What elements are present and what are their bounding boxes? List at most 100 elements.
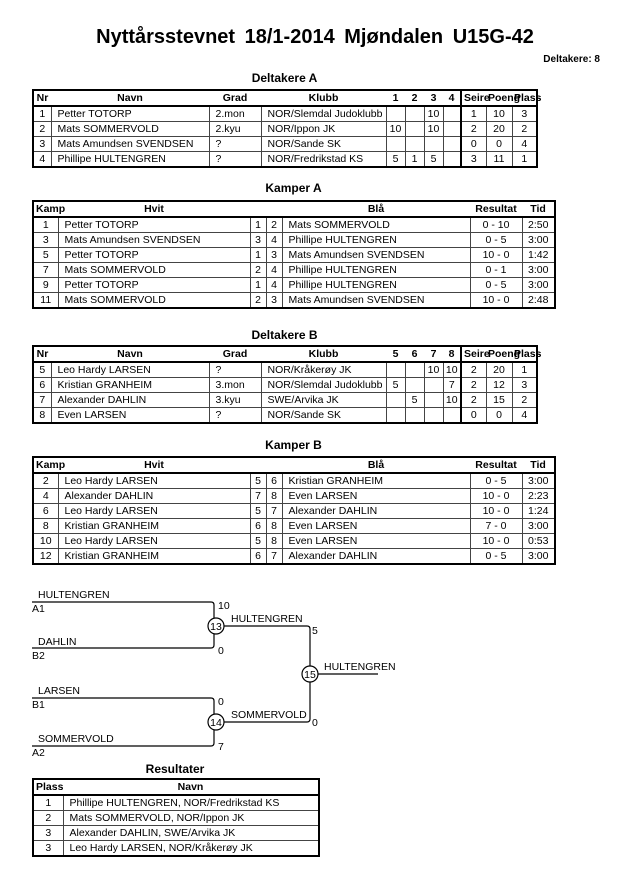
column-header: Navn <box>63 779 319 796</box>
table-row: 7 Alexander DAHLIN 3.kyu SWE/Arvika JK 5 10 2 1… <box>32 392 538 408</box>
table-cell: 2:48 <box>521 292 556 309</box>
column-header: Poeng <box>486 346 521 363</box>
score-b1: 0 <box>218 696 224 708</box>
table-cell: 2 <box>511 392 538 408</box>
table-cell: 5 <box>249 533 267 549</box>
column-header: Kamp <box>33 201 65 218</box>
table-cell: Petter TOTORP <box>57 277 251 293</box>
table-cell: Phillipe HULTENGREN, NOR/Fredrikstad KS <box>62 794 320 811</box>
column-header: Plass <box>512 346 542 363</box>
column-header: Klubb <box>261 346 386 363</box>
table-cell: 1 <box>511 361 538 378</box>
table-cell: 3 <box>32 840 64 857</box>
column-header: Blå <box>282 201 470 218</box>
table-cell: NOR/Fredrikstad KS <box>260 151 387 168</box>
table-cell: Even LARSEN <box>281 533 471 549</box>
column-header: Grad <box>209 346 261 363</box>
score-a1: 10 <box>218 600 230 612</box>
table-cell: 3:00 <box>521 277 556 293</box>
deltakere-a-heading: Deltakere A <box>251 71 318 85</box>
table-cell: NOR/Slemdal Judoklubb <box>260 377 387 393</box>
table-cell: 1:42 <box>521 247 556 263</box>
column-header: Navn <box>51 90 209 107</box>
table-cell: 3.kyu <box>208 392 262 408</box>
table-cell: 1 <box>511 151 538 168</box>
column-header: Navn <box>51 346 209 363</box>
column-header: 5 <box>386 346 405 363</box>
table-cell: 3:00 <box>521 472 556 489</box>
column-header: Seire <box>460 346 490 363</box>
table-cell: 4 <box>511 407 538 424</box>
column-header: 2 <box>405 90 424 107</box>
column-header: 4 <box>443 90 461 107</box>
table-row: 7 Mats SOMMERVOLD 2 4 Phillipe HULTENGREN 0 -… <box>32 262 556 278</box>
header-row: Plass Navn <box>33 779 319 796</box>
column-header <box>266 201 282 218</box>
column-header: Tid <box>522 201 555 218</box>
table-cell: ? <box>208 407 262 424</box>
table-cell: Mats SOMMERVOLD <box>57 292 251 309</box>
column-header: Plass <box>33 779 63 796</box>
table-cell: Phillipe HULTENGREN <box>50 151 210 168</box>
table-cell: NOR/Sande SK <box>260 136 387 152</box>
score-13: 5 <box>312 625 318 637</box>
table-cell: Phillipe HULTENGREN <box>281 277 471 293</box>
table-cell: Mats SOMMERVOLD <box>281 216 471 233</box>
header-row: Nr Navn Grad Klubb 1 2 3 4 Seire Poeng Plass <box>33 90 542 107</box>
column-header: Resultat <box>470 457 522 474</box>
table-cell: NOR/Slemdal Judoklubb <box>260 105 387 122</box>
column-header: Klubb <box>261 90 386 107</box>
kamper-b-heading: Kamper B <box>265 438 322 452</box>
column-header: 7 <box>424 346 443 363</box>
kamper-b-table: Kamp Hvit Blå Resultat Tid 2 Leo Hardy LARSEN 5… <box>32 456 556 565</box>
match-13-label: 13 <box>210 621 222 633</box>
table-row: 4 Alexander DAHLIN 7 8 Even LARSEN 10 - 0 2:23 <box>32 488 556 504</box>
column-header: Plass <box>512 90 542 107</box>
score-b2: 0 <box>218 645 224 657</box>
column-header: Blå <box>282 457 470 474</box>
match-14-label: 14 <box>210 717 222 729</box>
bracket-b2-seed: B2 <box>32 650 45 662</box>
table-row: 9 Petter TOTORP 1 4 Phillipe HULTENGREN 0 - 5… <box>32 277 556 293</box>
table-row: 8 Even LARSEN? NOR/Sande SK 0 0 4 <box>32 407 538 424</box>
table-cell: Mats SOMMERVOLD <box>57 262 251 278</box>
table-cell: Kristian GRANHEIM <box>50 377 210 393</box>
deltakere-a-table: Nr Navn Grad Klubb 1 2 3 4 Seire Poeng Plass 1 Pette… <box>32 89 542 168</box>
column-header: Kamp <box>33 457 65 474</box>
table-cell: 0 - 5 <box>469 472 523 489</box>
column-header <box>250 201 266 218</box>
column-header: Seire <box>460 90 490 107</box>
table-cell: Mats Amundsen SVENDSEN <box>281 247 471 263</box>
table-cell: 10 <box>32 533 59 549</box>
deltakere-b-heading: Deltakere B <box>251 328 318 342</box>
table-cell: 3:00 <box>521 232 556 248</box>
column-header: Tid <box>522 457 555 474</box>
resultater-heading: Resultater <box>145 762 205 776</box>
table-cell: 0 - 5 <box>469 277 523 293</box>
table-row: 4 Phillipe HULTENGREN? NOR/Fredrikstad KS 5… <box>32 151 538 168</box>
table-row: 6 Kristian GRANHEIM 3.mon NOR/Slemdal Judok… <box>32 377 538 393</box>
table-row: 3 Alexander DAHLIN, SWE/Arvika JK <box>32 825 320 841</box>
column-header: Resultat <box>470 201 522 218</box>
header-row: Kamp Hvit Blå Resultat Tid <box>33 201 555 218</box>
kamper-a-heading: Kamper A <box>265 181 322 195</box>
column-header: Nr <box>33 346 51 363</box>
participants-count: Deltakere: 8 <box>543 54 600 65</box>
bracket-b2-name: DAHLIN <box>38 636 77 648</box>
column-header <box>266 457 282 474</box>
table-cell: 3:00 <box>521 548 556 565</box>
header-row: Kamp Hvit Blå Resultat Tid <box>33 457 555 474</box>
table-cell: 12 <box>32 548 59 565</box>
column-header: Poeng <box>486 90 521 107</box>
table-cell: Alexander DAHLIN <box>57 488 251 504</box>
score-a2: 7 <box>218 741 224 753</box>
table-cell: 10 - 0 <box>469 292 523 309</box>
table-cell: 5 <box>404 392 425 408</box>
table-cell: Mats Amundsen SVENDSEN <box>50 136 210 152</box>
table-cell: Alexander DAHLIN <box>50 392 210 408</box>
table-row: 5 Leo Hardy LARSEN? NOR/Kråkerøy JK 10 10 2 20… <box>32 361 538 378</box>
column-header <box>250 457 266 474</box>
table-cell: Leo Hardy LARSEN <box>57 533 251 549</box>
table-row: 10 Leo Hardy LARSEN 5 8 Even LARSEN 10 - 0 0:5… <box>32 533 556 549</box>
